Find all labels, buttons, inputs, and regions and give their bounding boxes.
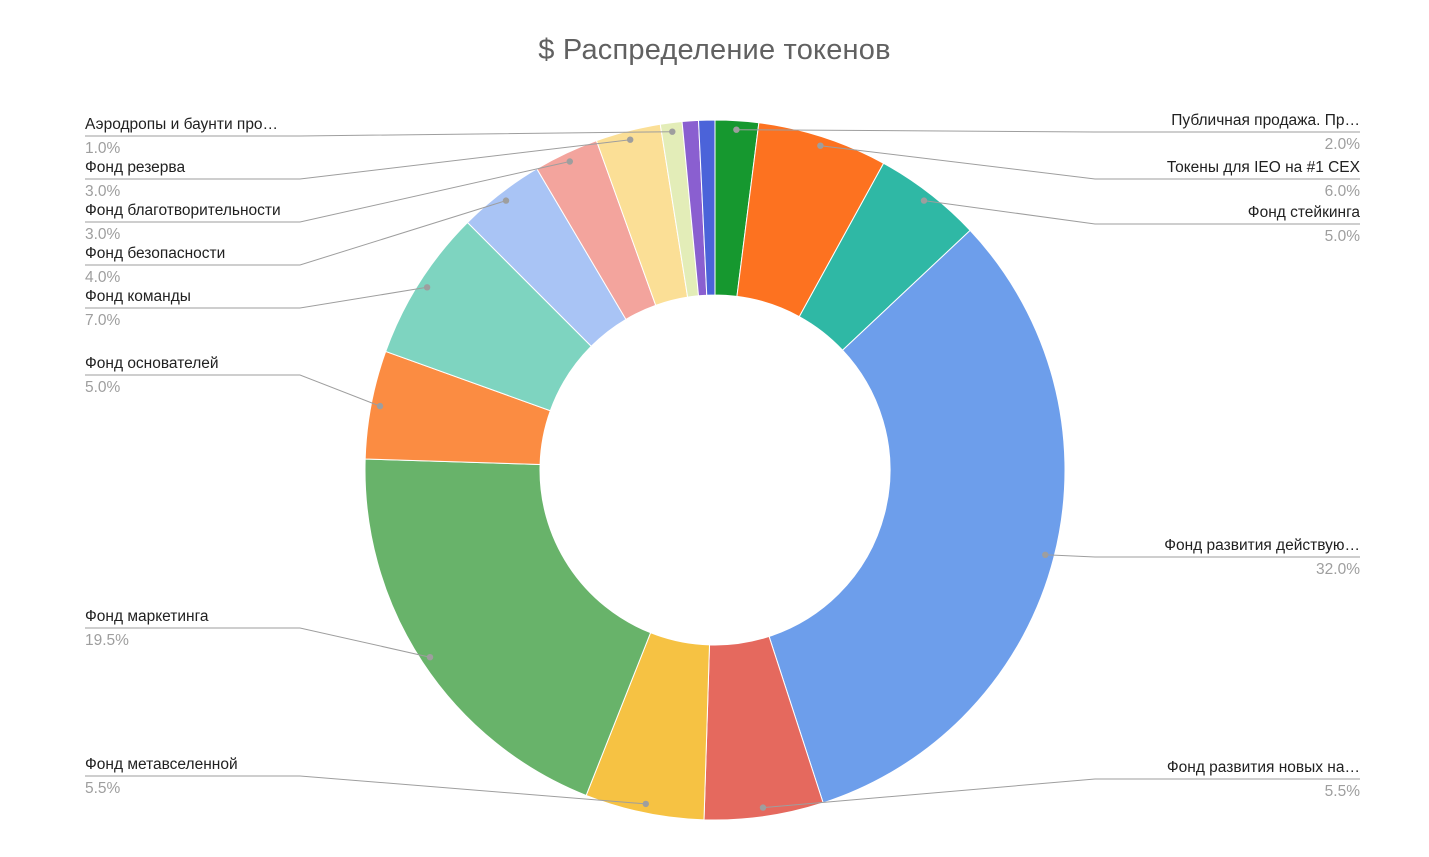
callout-dot bbox=[502, 197, 510, 204]
slice-label: Фонд маркетинга bbox=[85, 608, 209, 625]
slice-percent: 5.0% bbox=[85, 379, 121, 396]
slice-label: Фонд благотворительности bbox=[85, 202, 281, 219]
callout-dot bbox=[642, 800, 649, 808]
callout-line bbox=[85, 131, 673, 137]
slice-percent: 19.5% bbox=[85, 632, 129, 649]
slice-percent: 6.0% bbox=[1325, 183, 1361, 200]
callout-line bbox=[85, 374, 381, 407]
callout-line bbox=[923, 200, 1360, 225]
callout-line bbox=[85, 627, 431, 658]
callout-line bbox=[85, 139, 631, 180]
slice-label: Фонд безопасности bbox=[85, 245, 225, 262]
slice-percent: 5.0% bbox=[1325, 228, 1361, 245]
callout-line bbox=[736, 129, 1360, 133]
pie-slice[interactable] bbox=[697, 119, 716, 296]
slice-percent: 5.5% bbox=[85, 780, 121, 797]
callout-dot bbox=[566, 158, 573, 165]
callout-dot bbox=[423, 284, 431, 291]
slice-label: Фонд основателей bbox=[85, 355, 219, 372]
callout-dot bbox=[920, 197, 928, 204]
slice-percent: 2.0% bbox=[1325, 136, 1361, 153]
callout-dot bbox=[817, 142, 824, 149]
slice-percent: 7.0% bbox=[85, 312, 121, 329]
callout-dot bbox=[627, 136, 634, 143]
callout-line bbox=[85, 200, 507, 266]
slice-percent: 4.0% bbox=[85, 269, 121, 286]
slice-label: Фонд метавселенной bbox=[85, 756, 238, 773]
callout-line bbox=[85, 286, 428, 309]
callout-dot bbox=[426, 654, 434, 661]
callout-dot bbox=[733, 126, 740, 133]
callout-line bbox=[1045, 554, 1360, 558]
slice-label: Фонд развития новых на… bbox=[1167, 759, 1360, 776]
slice-label: Фонд стейкинга bbox=[1248, 204, 1361, 221]
slice-percent: 1.0% bbox=[85, 140, 121, 157]
slice-label: Фонд команды bbox=[85, 288, 191, 305]
callout-line bbox=[762, 778, 1360, 809]
callout-dot bbox=[669, 128, 676, 135]
chart-title: $ Распределение токенов bbox=[538, 34, 891, 66]
callout-line bbox=[85, 775, 646, 805]
callout-dot bbox=[759, 804, 767, 811]
slice-label: Публичная продажа. Пр… bbox=[1171, 112, 1360, 129]
slice-percent: 3.0% bbox=[85, 226, 121, 243]
slice-label: Аэродропы и баунти про… bbox=[85, 116, 278, 133]
callout-dot bbox=[1042, 551, 1049, 558]
slice-label: Фонд развития действую… bbox=[1164, 537, 1360, 554]
callout-line bbox=[85, 161, 570, 223]
slice-percent: 5.5% bbox=[1325, 783, 1361, 800]
pie-slice[interactable] bbox=[768, 229, 1066, 804]
slice-percent: 3.0% bbox=[85, 183, 121, 200]
slice-label: Токены для IEO на #1 CEX bbox=[1167, 159, 1361, 176]
callout-dot bbox=[376, 402, 384, 410]
slice-label: Фонд резерва bbox=[85, 159, 185, 176]
callout-line bbox=[820, 145, 1360, 180]
pie-slice[interactable] bbox=[364, 458, 652, 797]
slice-percent: 32.0% bbox=[1316, 561, 1360, 578]
